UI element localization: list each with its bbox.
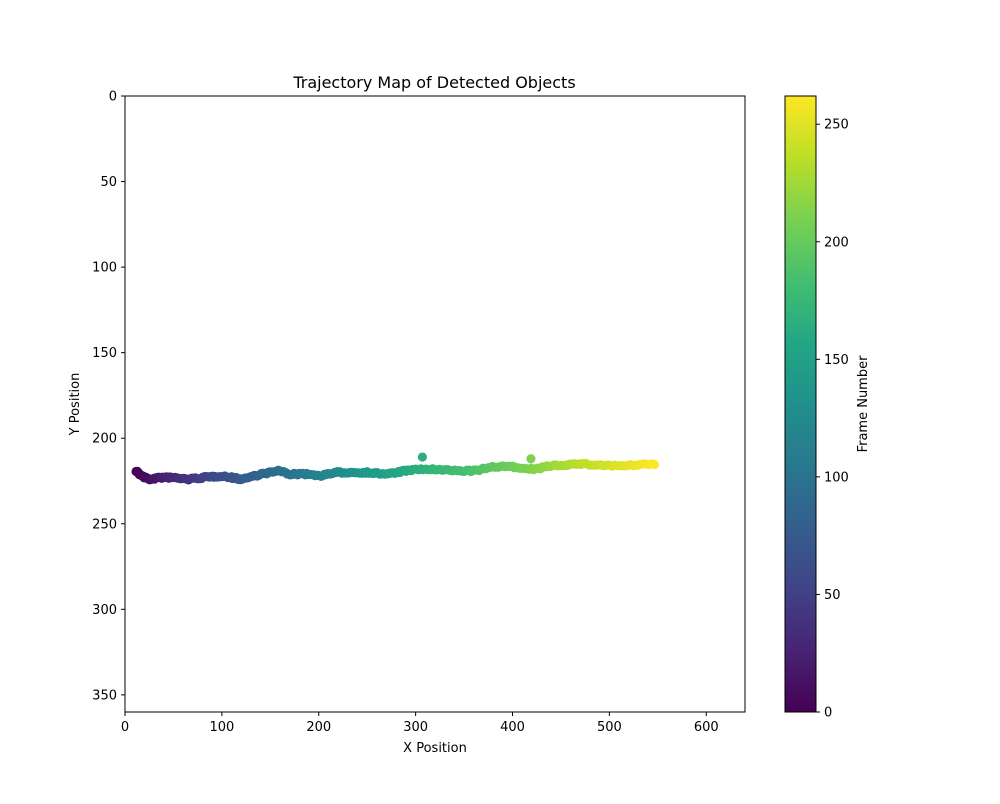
plot-area: [124, 95, 746, 713]
trajectory-point: [526, 454, 536, 464]
colorbar-tick-label: 0: [824, 706, 832, 721]
x-tick-label: 300: [403, 720, 428, 735]
x-tick-label: 200: [306, 720, 331, 735]
y-tick-label: 300: [92, 603, 117, 618]
y-tick-label: 250: [92, 517, 117, 532]
chart-title: Trajectory Map of Detected Objects: [292, 73, 575, 92]
plot-frame: [125, 96, 745, 712]
colorbar-tick-label: 200: [824, 235, 849, 250]
x-axis-label: X Position: [403, 741, 467, 756]
colorbar-tick-label: 250: [824, 118, 849, 133]
y-tick-label: 350: [92, 688, 117, 703]
plot-border: [124, 95, 746, 713]
y-tick-label: 50: [100, 175, 117, 190]
y-tick-label: 100: [92, 261, 117, 276]
x-axis: 0 100 200 300 400 500 600: [121, 712, 719, 735]
colorbar-gradient: [784, 95, 817, 713]
trajectory-point: [649, 459, 660, 470]
colorbar-label: Frame Number: [856, 355, 871, 453]
x-tick-label: 500: [597, 720, 622, 735]
y-tick-label: 0: [109, 90, 117, 105]
trajectory-point: [417, 452, 428, 462]
colorbar-tick-label: 100: [824, 470, 849, 485]
colorbar-tick-label: 150: [824, 353, 849, 368]
x-tick-label: 0: [121, 720, 129, 735]
colorbar: 0 50 100 150 200 250 Frame Number: [784, 95, 871, 721]
y-tick-label: 150: [92, 346, 117, 361]
y-axis: 0 50 100 150 200 250 300 350: [92, 90, 125, 703]
x-tick-label: 100: [209, 720, 234, 735]
x-tick-label: 600: [694, 720, 719, 735]
colorbar-ticks: 0 50 100 150 200 250: [816, 118, 849, 721]
x-tick-label: 400: [500, 720, 525, 735]
y-tick-label: 200: [92, 432, 117, 447]
y-axis-label: Y Position: [68, 373, 83, 437]
trajectory-points: [131, 452, 660, 485]
colorbar-tick-label: 50: [824, 588, 841, 603]
